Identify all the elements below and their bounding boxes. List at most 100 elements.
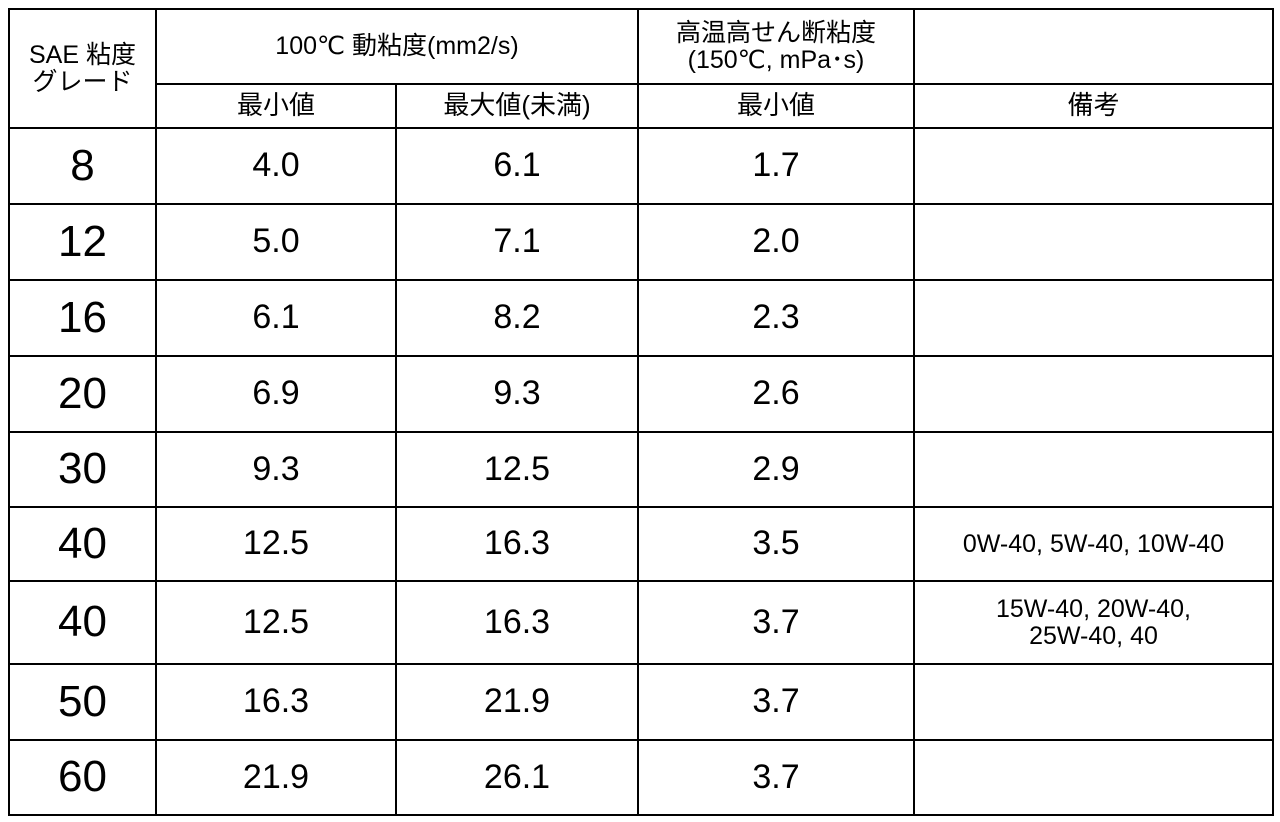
header-notes: 備考 — [913, 83, 1274, 129]
cell-text: 16.3 — [483, 524, 551, 563]
notes — [913, 203, 1274, 281]
kinematic-max: 16.3 — [395, 506, 639, 582]
kinematic-max: 8.2 — [395, 279, 639, 357]
cell-text: 12.5 — [483, 449, 551, 488]
cell-text: グレード — [32, 67, 133, 96]
kinematic-max: 26.1 — [395, 739, 639, 816]
cell-text: SAE 粘度 — [29, 41, 136, 70]
cell-text: 8 — [70, 140, 95, 190]
grade: 40 — [8, 580, 157, 665]
kinematic-max: 16.3 — [395, 580, 639, 665]
kinematic-max: 9.3 — [395, 355, 639, 433]
cell-text: 21.9 — [483, 682, 551, 721]
cell-text: 2.9 — [752, 449, 800, 488]
kinematic-min: 16.3 — [155, 663, 397, 741]
kinematic-max: 12.5 — [395, 431, 639, 508]
cell-text: 30 — [58, 444, 107, 494]
header-hths-min: 最小値 — [637, 83, 915, 129]
kinematic-max: 6.1 — [395, 127, 639, 205]
cell-text: 16.3 — [483, 602, 551, 641]
kinematic-min: 9.3 — [155, 431, 397, 508]
cell-text: 16 — [58, 292, 107, 342]
cell-text: 最小値 — [236, 90, 315, 121]
cell-text: (150℃, mPa･s) — [687, 45, 865, 74]
cell-text: 最小値 — [736, 90, 815, 121]
kinematic-min: 6.1 — [155, 279, 397, 357]
hths-min: 2.3 — [637, 279, 915, 357]
cell-text: 高温高せん断粘度 — [675, 19, 876, 48]
cell-text: 7.1 — [493, 222, 541, 261]
cell-text: 12.5 — [242, 524, 310, 563]
hths-min: 2.6 — [637, 355, 915, 433]
hths-min: 2.0 — [637, 203, 915, 281]
cell-text: 21.9 — [242, 757, 310, 796]
notes — [913, 739, 1274, 816]
kinematic-min: 4.0 — [155, 127, 397, 205]
cell-text: 3.7 — [752, 757, 800, 796]
header-grade: SAE 粘度 グレード — [8, 8, 157, 129]
kinematic-min: 5.0 — [155, 203, 397, 281]
grade: 50 — [8, 663, 157, 741]
notes — [913, 127, 1274, 205]
cell-text: 最大値(未満) — [443, 90, 591, 121]
header-kinematic-min: 最小値 — [155, 83, 397, 129]
hths-min: 3.7 — [637, 739, 915, 816]
cell-text: 6.1 — [252, 298, 300, 337]
notes — [913, 355, 1274, 433]
header-hths: 高温高せん断粘度 (150℃, mPa･s) — [637, 8, 915, 85]
cell-text: 60 — [58, 752, 107, 802]
kinematic-max: 21.9 — [395, 663, 639, 741]
kinematic-min: 21.9 — [155, 739, 397, 816]
header-blank — [913, 8, 1274, 85]
hths-min: 3.7 — [637, 663, 915, 741]
cell-text: 3.7 — [752, 682, 800, 721]
cell-text: 12 — [58, 216, 107, 266]
cell-text: 15W-40, 20W-40, — [995, 595, 1191, 624]
cell-text: 備考 — [1067, 90, 1120, 121]
grade: 12 — [8, 203, 157, 281]
kinematic-min: 12.5 — [155, 580, 397, 665]
cell-text: 6.9 — [252, 374, 300, 413]
header-kinematic: 100℃ 動粘度(mm2/s) — [155, 8, 639, 85]
cell-text: 100℃ 動粘度(mm2/s) — [275, 32, 519, 61]
kinematic-min: 6.9 — [155, 355, 397, 433]
grade: 16 — [8, 279, 157, 357]
cell-text: 2.6 — [752, 374, 800, 413]
hths-min: 3.7 — [637, 580, 915, 665]
notes — [913, 279, 1274, 357]
cell-text: 50 — [58, 676, 107, 726]
cell-text: 16.3 — [242, 682, 310, 721]
notes: 15W-40, 20W-40, 25W-40, 40 — [913, 580, 1274, 665]
hths-min: 2.9 — [637, 431, 915, 508]
kinematic-max: 7.1 — [395, 203, 639, 281]
kinematic-min: 12.5 — [155, 506, 397, 582]
cell-text: 9.3 — [252, 449, 300, 488]
hths-min: 1.7 — [637, 127, 915, 205]
notes — [913, 663, 1274, 741]
cell-text: 40 — [58, 597, 107, 647]
cell-text: 12.5 — [242, 602, 310, 641]
cell-text: 0W-40, 5W-40, 10W-40 — [962, 529, 1225, 558]
cell-text: 1.7 — [752, 146, 800, 185]
cell-text: 3.5 — [752, 524, 800, 563]
cell-text: 25W-40, 40 — [1029, 621, 1158, 650]
grade: 20 — [8, 355, 157, 433]
grade: 60 — [8, 739, 157, 816]
notes — [913, 431, 1274, 508]
cell-text: 6.1 — [493, 146, 541, 185]
cell-text: 9.3 — [493, 374, 541, 413]
grade: 30 — [8, 431, 157, 508]
header-kinematic-max: 最大値(未満) — [395, 83, 639, 129]
cell-text: 8.2 — [493, 298, 541, 337]
cell-text: 3.7 — [752, 602, 800, 641]
cell-text: 20 — [58, 368, 107, 418]
cell-text: 5.0 — [252, 222, 300, 261]
cell-text: 2.0 — [752, 222, 800, 261]
cell-text: 26.1 — [483, 757, 551, 796]
cell-text: 40 — [58, 518, 107, 568]
cell-text: 2.3 — [752, 298, 800, 337]
grade: 40 — [8, 506, 157, 582]
grade: 8 — [8, 127, 157, 205]
cell-text: 4.0 — [252, 146, 300, 185]
